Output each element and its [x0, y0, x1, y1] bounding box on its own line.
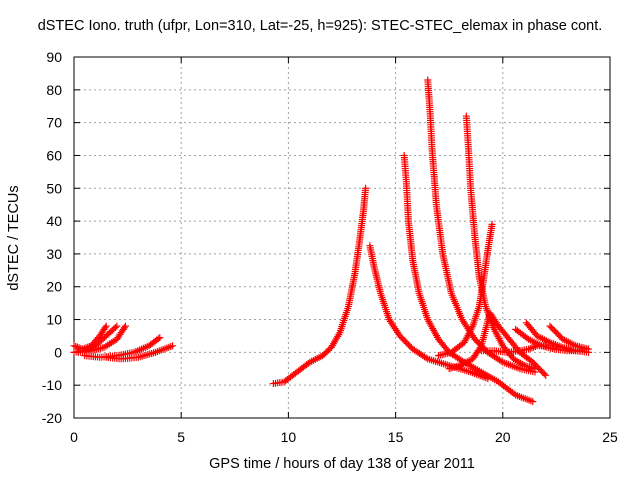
data-point [585, 345, 593, 353]
y-tick-label: 30 [46, 246, 62, 262]
data-series-6 [269, 184, 370, 388]
data-series-3 [74, 322, 129, 356]
data-point [510, 390, 518, 398]
data-series-5 [102, 342, 177, 363]
y-tick-label: 70 [46, 115, 62, 131]
data-point [113, 322, 121, 330]
data-point [526, 344, 534, 352]
data-point [156, 334, 164, 342]
data-point [476, 343, 484, 351]
data-series-16 [546, 322, 593, 353]
y-tick-label: 80 [46, 82, 62, 98]
chart-title: dSTEC Iono. truth (ufpr, Lon=310, Lat=-2… [37, 18, 603, 34]
data-point [120, 324, 128, 332]
data-point [422, 354, 430, 362]
data-point [73, 343, 81, 351]
data-point [529, 398, 537, 406]
plot-frame [73, 56, 611, 419]
data-point [525, 345, 533, 353]
data-point [121, 322, 129, 330]
data-series-9 [424, 76, 539, 376]
data-point [528, 344, 536, 352]
data-point [70, 342, 78, 350]
data-point [111, 324, 119, 332]
data-point [488, 220, 496, 228]
data-point [542, 371, 550, 379]
data-point [169, 342, 177, 350]
y-tick-label: 50 [46, 180, 62, 196]
y-tick-label: 10 [46, 312, 62, 328]
data-series-7 [366, 242, 492, 383]
y-tick-label: 0 [54, 344, 62, 360]
data-point [75, 344, 83, 352]
data-point [540, 370, 548, 378]
x-tick-label: 0 [70, 429, 78, 445]
y-tick-label: -20 [42, 410, 62, 426]
data-point [102, 322, 110, 330]
y-tick-label: -10 [42, 377, 62, 393]
y-tick-label: 40 [46, 213, 62, 229]
x-tick-label: 10 [281, 429, 297, 445]
x-tick-label: 15 [388, 429, 404, 445]
x-tick-label: 20 [495, 429, 511, 445]
y-tick-label: 90 [46, 49, 62, 65]
y-tick-label: 60 [46, 147, 62, 163]
data-point [497, 357, 505, 365]
x-tick-label: 25 [602, 429, 618, 445]
data-point [362, 184, 370, 192]
x-axis-label: GPS time / hours of day 138 of year 2011 [209, 456, 475, 472]
data-point [154, 335, 162, 343]
y-tick-label: 20 [46, 279, 62, 295]
data-point [101, 324, 109, 332]
data-series-11 [434, 220, 496, 360]
x-tick-label: 5 [177, 429, 185, 445]
